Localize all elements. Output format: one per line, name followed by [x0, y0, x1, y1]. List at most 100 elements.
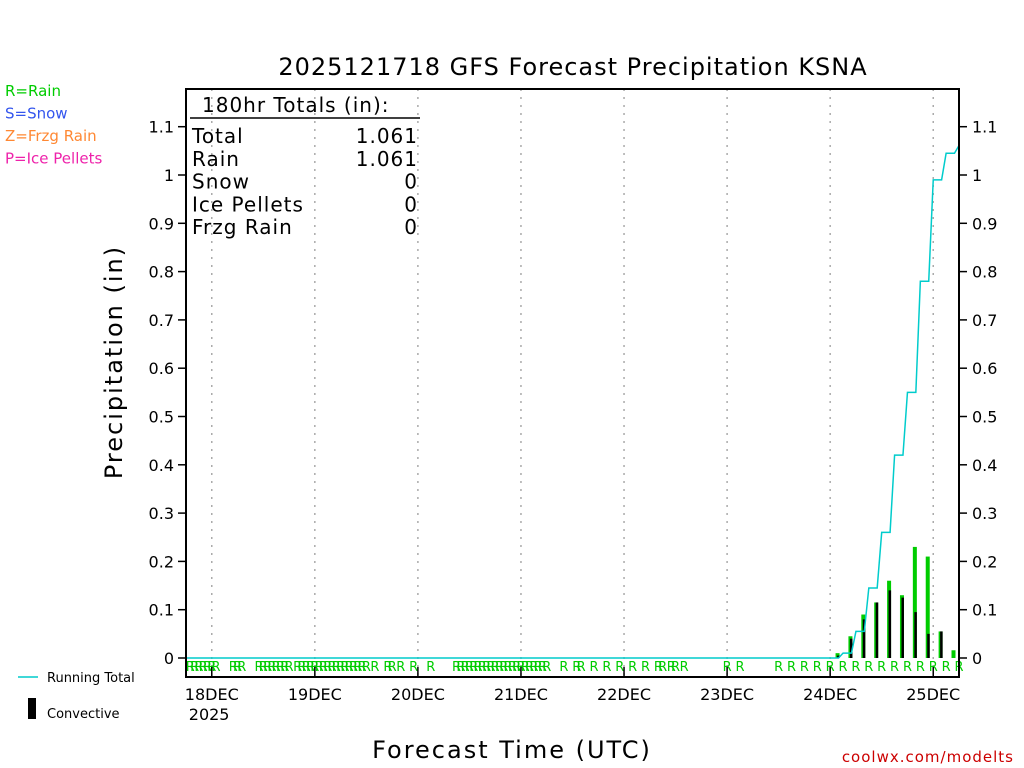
ptype-marker: R [345, 660, 354, 675]
ptype-marker: R [851, 660, 860, 675]
ptype-marker: R [654, 660, 663, 675]
precip-type-legend: R=Rain S=Snow Z=Frzg Rain P=Ice Pellets [5, 82, 102, 168]
ptype-marker: R [499, 660, 508, 675]
ptype-marker: R [272, 660, 281, 675]
ptype-marker: R [323, 660, 332, 675]
totals-row-label: Frzg Rain [192, 215, 293, 239]
ptype-marker: R [259, 660, 268, 675]
ptype-marker: R [628, 660, 637, 675]
ptype-marker: R [641, 660, 650, 675]
ptype-marker: R [658, 660, 667, 675]
ptype-marker: R [890, 660, 899, 675]
legend-entry: R=Rain [5, 82, 61, 100]
ptype-marker: R [512, 660, 521, 675]
ptype-marker: R [194, 660, 203, 675]
y-axis-ticks: 0 00.1 0.10.2 0.20.3 0.30.4 0.40.5 0.50.6 0.60.… [149, 118, 998, 668]
ptype-marker: R [327, 660, 336, 675]
ptype-marker: R [396, 660, 405, 675]
convective-bar [940, 631, 943, 658]
ptype-marker: R [469, 660, 478, 675]
running-total-line [186, 145, 960, 659]
convective-bar [901, 597, 904, 658]
y-tick-label-left: 0.3 [149, 504, 174, 523]
totals-row-label: Snow [192, 170, 250, 194]
ptype-marker: R [349, 660, 358, 675]
y-tick-label-left: 0.6 [149, 359, 174, 378]
ptype-marker: R [491, 660, 500, 675]
y-tick-label-right: 0 [972, 649, 982, 668]
ptype-marker: R [336, 660, 345, 675]
ptype-marker: R [237, 660, 246, 675]
ptype-marker: R [589, 660, 598, 675]
ptype-marker: R [456, 660, 465, 675]
ptype-marker: R [293, 660, 302, 675]
ptype-marker: R [671, 660, 680, 675]
totals-row-label: Total [191, 124, 244, 148]
ptype-marker: R [602, 660, 611, 675]
ptype-marker: R [525, 660, 534, 675]
key-label: Convective [47, 707, 120, 722]
totals-header: 180hr Totals (in): [202, 93, 390, 117]
ptype-marker: R [542, 660, 551, 675]
ptype-marker: R [199, 660, 208, 675]
series-key: Running Total Convective [18, 671, 135, 722]
y-tick-label-right: 1 [972, 166, 982, 185]
ptype-marker: R [615, 660, 624, 675]
ptype-marker: R [297, 660, 306, 675]
ptype-marker: R [529, 660, 538, 675]
y-tick-label-right: 0.7 [972, 311, 997, 330]
totals-row-value: 0 [404, 170, 418, 194]
y-tick-label-right: 0.6 [972, 359, 997, 378]
ptype-marker: R [916, 660, 925, 675]
ptype-marker: R [942, 660, 951, 675]
y-tick-label-left: 0 [164, 649, 174, 668]
x-axis-label: Forecast Time (UTC) [372, 736, 652, 764]
convective-bar [875, 602, 879, 658]
ptype-marker: R [362, 660, 371, 675]
grid-lines [211, 89, 934, 677]
ptype-marker: R [559, 660, 568, 675]
ptype-marker: R [667, 660, 676, 675]
y-tick-label-right: 0.5 [972, 408, 997, 427]
convective-bar [927, 633, 930, 658]
x-tick-label: 19DEC [288, 685, 342, 704]
key-label: Running Total [47, 671, 135, 686]
rain-bar [951, 650, 956, 658]
y-axis-label: Precipitation (in) [100, 245, 128, 479]
convective-bar [888, 590, 892, 658]
ptype-marker: R [229, 660, 238, 675]
y-tick-label-right: 0.9 [972, 214, 997, 233]
ptype-marker: R [774, 660, 783, 675]
ptype-marker: R [186, 660, 195, 675]
ptype-marker: R [800, 660, 809, 675]
rain-bar [835, 653, 840, 658]
y-tick-label-left: 0.2 [149, 552, 174, 571]
ptype-marker: R [521, 660, 530, 675]
y-tick-label-left: 0.1 [149, 601, 174, 620]
ptype-marker: R [461, 660, 470, 675]
x-tick-label: 21DEC [494, 685, 548, 704]
ptype-marker: R [508, 660, 517, 675]
totals-row-value: 1.061 [356, 147, 418, 171]
y-tick-label-right: 0.8 [972, 263, 997, 282]
y-tick-label-left: 0.7 [149, 311, 174, 330]
ptype-marker: R [190, 660, 199, 675]
ptype-marker: R [233, 660, 242, 675]
rain-bar [912, 546, 917, 658]
ptype-marker: R [203, 660, 212, 675]
ptype-marker: R [478, 660, 487, 675]
ptype-marker: R [486, 660, 495, 675]
y-tick-label-left: 0.8 [149, 263, 174, 282]
legend-entry: Z=Frzg Rain [5, 127, 97, 145]
ptype-marker: R [302, 660, 311, 675]
ptype-marker: R [877, 660, 886, 675]
x-tick-label: 23DEC [700, 685, 754, 704]
key-bar-swatch [28, 698, 36, 719]
ptype-marker: R [787, 660, 796, 675]
ptype-marker: R [864, 660, 873, 675]
x-tick-sublabel: 2025 [189, 705, 230, 724]
ptype-marker: R [504, 660, 513, 675]
